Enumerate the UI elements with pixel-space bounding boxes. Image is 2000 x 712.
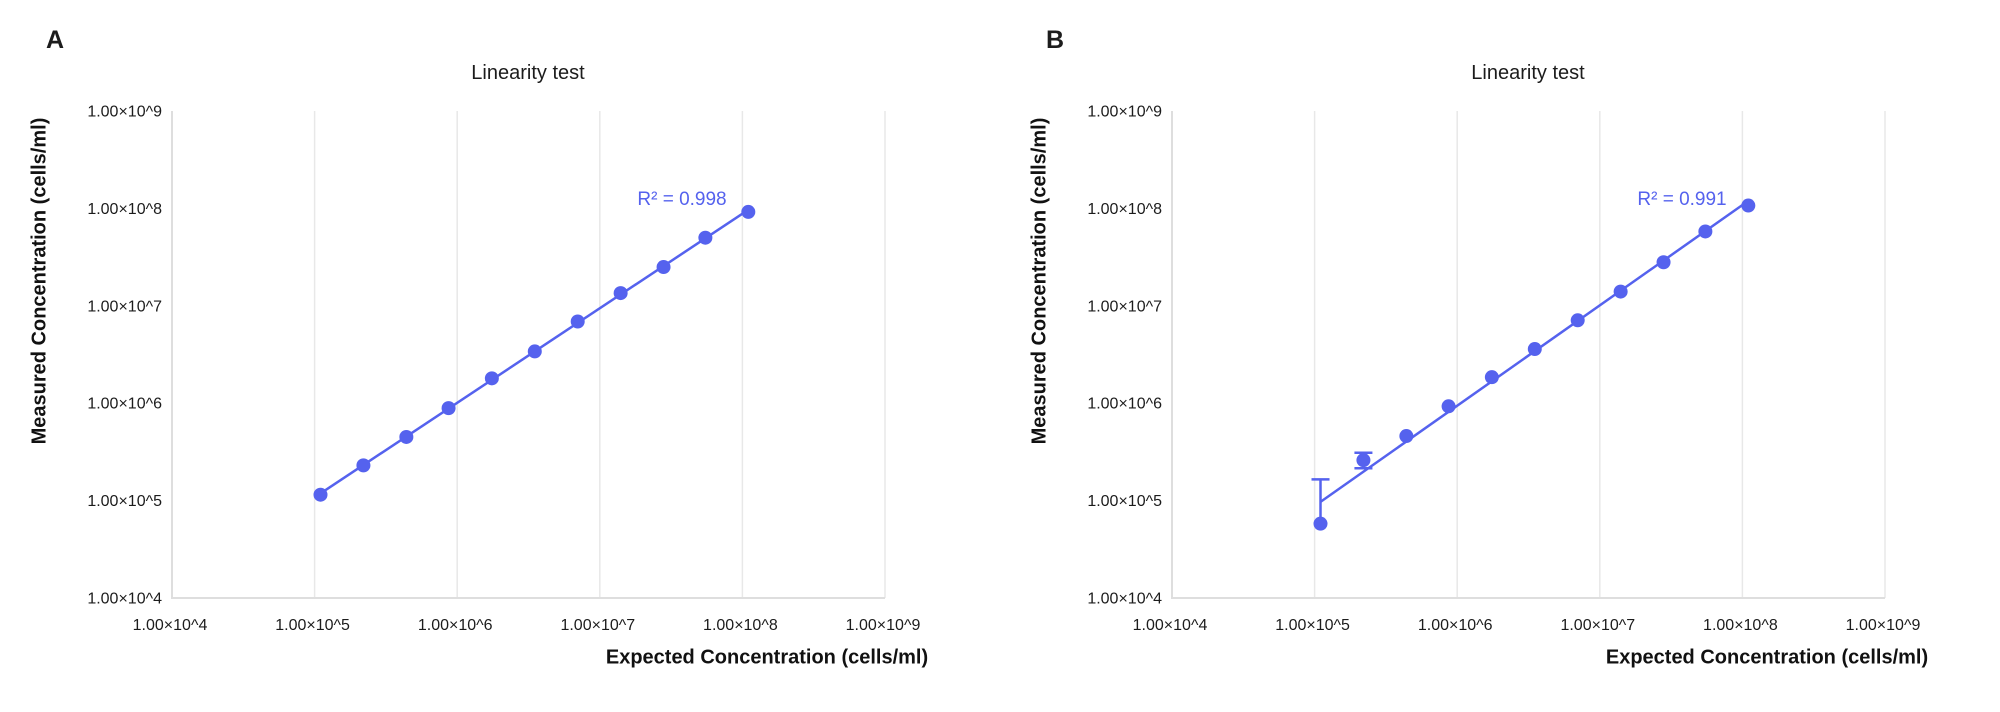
data-point [484, 371, 499, 386]
x-tick-label: 1.00×10^6 [418, 617, 493, 634]
data-point [1527, 342, 1542, 357]
x-tick-label: 1.00×10^4 [1133, 617, 1208, 634]
y-tick-label: 1.00×10^7 [1087, 298, 1162, 315]
x-axis-title: Expected Concentration (cells/ml) [605, 646, 929, 669]
r-squared-annotation: R² = 0.991 [1637, 189, 1727, 210]
data-point [441, 401, 456, 416]
y-tick-label: 1.00×10^9 [1087, 104, 1162, 121]
data-point [399, 429, 414, 444]
data-point [356, 458, 371, 473]
data-point [313, 487, 328, 502]
y-tick-label: 1.00×10^7 [87, 298, 162, 315]
data-point [570, 314, 585, 329]
x-axis-title: Expected Concentration (cells/ml) [1605, 646, 1929, 669]
y-axis-title: Measured Concentration (cells/ml) [1028, 117, 1051, 445]
y-axis-title: Measured Concentration (cells/ml) [28, 117, 51, 445]
data-point [613, 286, 628, 301]
x-tick-label: 1.00×10^4 [133, 617, 208, 634]
r-squared-annotation: R² = 0.998 [637, 189, 727, 210]
panel-label: A [46, 26, 65, 54]
plot-area-b: 1.00×10^9 1.00×10^8 1.00×10^7 1.00×10^6 1.00… [1087, 104, 1921, 635]
y-tick-label: 1.00×10^4 [87, 591, 162, 608]
y-tick-label: 1.00×10^6 [87, 396, 162, 413]
data-point [1484, 370, 1499, 385]
x-tick-label: 1.00×10^8 [1703, 617, 1778, 634]
panel-label: B [1046, 26, 1065, 54]
data-point [1741, 198, 1756, 213]
chart-title: Linearity test [471, 62, 585, 84]
y-tick-label: 1.00×10^8 [1087, 201, 1162, 218]
chart-panel-a: 1.00×10^9 1.00×10^8 1.00×10^7 1.00×10^6 1.00… [28, 26, 929, 669]
y-tick-label: 1.00×10^9 [87, 104, 162, 121]
data-point [1613, 284, 1628, 299]
data-point [1570, 313, 1585, 328]
x-tick-label: 1.00×10^6 [1418, 617, 1493, 634]
data-point [1356, 453, 1371, 468]
x-tick-label: 1.00×10^7 [1560, 617, 1635, 634]
data-point [741, 204, 756, 219]
data-point [1313, 516, 1328, 531]
data-point [1441, 399, 1456, 414]
x-tick-label: 1.00×10^9 [1846, 617, 1921, 634]
x-tick-label: 1.00×10^9 [846, 617, 921, 634]
plot-area-a: 1.00×10^9 1.00×10^8 1.00×10^7 1.00×10^6 1.00… [87, 104, 921, 635]
x-tick-label: 1.00×10^5 [275, 617, 350, 634]
chart-title: Linearity test [1471, 62, 1585, 84]
y-tick-label: 1.00×10^6 [1087, 396, 1162, 413]
data-point [527, 344, 542, 359]
chart-panel-b: 1.00×10^9 1.00×10^8 1.00×10^7 1.00×10^6 1.00… [1000, 0, 2000, 712]
y-tick-label: 1.00×10^5 [87, 493, 162, 510]
y-tick-label: 1.00×10^8 [87, 201, 162, 218]
y-tick-label: 1.00×10^4 [1087, 591, 1162, 608]
x-tick-label: 1.00×10^5 [1275, 617, 1350, 634]
data-point [656, 260, 671, 275]
x-tick-label: 1.00×10^7 [560, 617, 635, 634]
y-tick-label: 1.00×10^5 [1087, 493, 1162, 510]
data-point [1656, 255, 1671, 270]
data-point [1399, 429, 1414, 444]
data-point [698, 230, 713, 245]
data-point [1698, 224, 1713, 239]
x-tick-label: 1.00×10^8 [703, 617, 778, 634]
